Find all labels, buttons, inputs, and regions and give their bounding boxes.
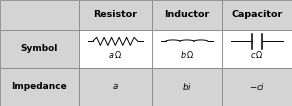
Text: $-ci$: $-ci$	[249, 81, 265, 92]
Text: Inductor: Inductor	[164, 10, 209, 19]
Bar	[0, 0, 79, 30]
Bar	[152, 68, 222, 106]
Bar	[0, 30, 79, 68]
Text: Resistor: Resistor	[93, 10, 137, 19]
Bar	[79, 30, 152, 68]
Text: Symbol: Symbol	[21, 44, 58, 53]
Bar	[222, 30, 292, 68]
Text: Impedance: Impedance	[12, 82, 67, 91]
Text: $a\,\Omega$: $a\,\Omega$	[108, 49, 122, 60]
Bar	[222, 0, 292, 30]
Bar	[152, 30, 222, 68]
Text: $b\,\Omega$: $b\,\Omega$	[180, 49, 194, 60]
Bar	[79, 68, 152, 106]
Bar	[152, 0, 222, 30]
Bar	[79, 0, 152, 30]
Text: $c\,\Omega$: $c\,\Omega$	[250, 49, 264, 60]
Bar	[222, 68, 292, 106]
Text: $bi$: $bi$	[182, 81, 192, 92]
Bar	[0, 68, 79, 106]
Text: Capacitor: Capacitor	[231, 10, 283, 19]
Text: $a$: $a$	[112, 82, 119, 91]
